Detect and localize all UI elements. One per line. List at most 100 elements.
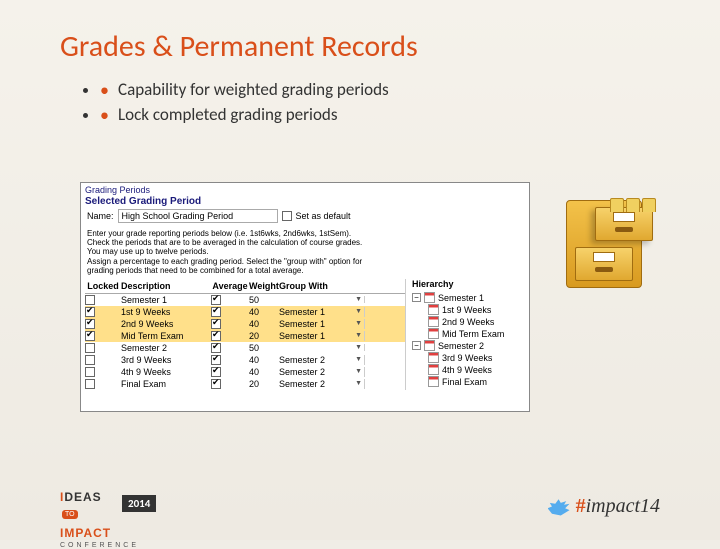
grading-periods-panel: Grading Periods Selected Grading Period …: [80, 182, 530, 412]
average-checkbox[interactable]: [211, 379, 221, 389]
weight-cell[interactable]: 20: [249, 331, 279, 341]
section-heading: Selected Grading Period: [81, 195, 529, 209]
average-checkbox[interactable]: [211, 355, 221, 365]
locked-checkbox[interactable]: [85, 295, 95, 305]
desc-cell[interactable]: 2nd 9 Weeks: [121, 319, 211, 329]
average-checkbox[interactable]: [211, 319, 221, 329]
tab-grading-periods[interactable]: Grading Periods: [81, 183, 529, 195]
instructions: Enter your grade reporting periods below…: [81, 227, 529, 279]
hierarchy-tree: Hierarchy − Semester 11st 9 Weeks2nd 9 We…: [405, 279, 525, 390]
desc-cell[interactable]: Semester 1: [121, 295, 211, 305]
tree-child[interactable]: Final Exam: [428, 376, 525, 388]
desc-cell[interactable]: Final Exam: [121, 379, 211, 389]
bullet-item: Capability for weighted grading periods: [100, 79, 660, 100]
set-default-label: Set as default: [296, 211, 351, 221]
chevron-down-icon: ▼: [355, 296, 362, 303]
periods-grid: Locked Description Average Weight Group …: [85, 279, 405, 390]
desc-cell[interactable]: 4th 9 Weeks: [121, 367, 211, 377]
desc-cell[interactable]: 3rd 9 Weeks: [121, 355, 211, 365]
weight-cell[interactable]: 40: [249, 307, 279, 317]
tree-child[interactable]: Mid Term Exam: [428, 328, 525, 340]
weight-cell[interactable]: 40: [249, 319, 279, 329]
file-cabinet-image: [554, 190, 654, 300]
table-row: 3rd 9 Weeks 40Semester 2▼: [85, 354, 405, 366]
tree-label: 4th 9 Weeks: [442, 365, 492, 375]
desc-cell[interactable]: 1st 9 Weeks: [121, 307, 211, 317]
col-average: Average: [211, 281, 249, 291]
average-checkbox[interactable]: [211, 295, 221, 305]
group-with-dropdown[interactable]: Semester 2▼: [279, 355, 365, 365]
calendar-icon: [424, 292, 435, 303]
group-with-dropdown[interactable]: ▼: [279, 344, 365, 351]
calendar-icon: [428, 364, 439, 375]
hashtag: #impact14: [548, 495, 660, 518]
table-row: Final Exam 20Semester 2▼: [85, 378, 405, 390]
calendar-icon: [424, 340, 435, 351]
group-with-dropdown[interactable]: Semester 2▼: [279, 367, 365, 377]
weight-cell[interactable]: 50: [249, 343, 279, 353]
period-name-input[interactable]: [118, 209, 278, 223]
table-row: Mid Term Exam 20Semester 1▼: [85, 330, 405, 342]
weight-cell[interactable]: 40: [249, 355, 279, 365]
weight-cell[interactable]: 20: [249, 379, 279, 389]
chevron-down-icon: ▼: [355, 368, 362, 375]
locked-checkbox[interactable]: [85, 379, 95, 389]
bullet-item: Lock completed grading periods: [100, 104, 660, 125]
instruction-line: grading periods that need to be combined…: [87, 266, 523, 275]
col-group-with: Group With: [279, 281, 369, 291]
col-weight: Weight: [249, 281, 279, 291]
col-locked: Locked: [85, 281, 121, 291]
tree-expander-icon[interactable]: −: [412, 293, 421, 302]
chevron-down-icon: ▼: [355, 344, 362, 351]
locked-checkbox[interactable]: [85, 355, 95, 365]
tree-child[interactable]: 1st 9 Weeks: [428, 304, 525, 316]
chevron-down-icon: ▼: [355, 320, 362, 327]
average-checkbox[interactable]: [211, 343, 221, 353]
desc-cell[interactable]: Semester 2: [121, 343, 211, 353]
weight-cell[interactable]: 50: [249, 295, 279, 305]
group-with-dropdown[interactable]: Semester 1▼: [279, 307, 365, 317]
locked-checkbox[interactable]: [85, 307, 95, 317]
locked-checkbox[interactable]: [85, 319, 95, 329]
average-checkbox[interactable]: [211, 307, 221, 317]
tree-label: Final Exam: [442, 377, 487, 387]
hierarchy-heading: Hierarchy: [412, 279, 525, 292]
locked-checkbox[interactable]: [85, 331, 95, 341]
table-row: Semester 2 50 ▼: [85, 342, 405, 354]
average-checkbox[interactable]: [211, 367, 221, 377]
conference-logo: IDEASTOIMPACT CONFERENCE 2014: [60, 488, 156, 518]
desc-cell[interactable]: Mid Term Exam: [121, 331, 211, 341]
tree-expander-icon[interactable]: −: [412, 341, 421, 350]
average-checkbox[interactable]: [211, 331, 221, 341]
locked-checkbox[interactable]: [85, 367, 95, 377]
instruction-line: Check the periods that are to be average…: [87, 238, 523, 247]
group-with-dropdown[interactable]: Semester 2▼: [279, 379, 365, 389]
tree-child[interactable]: 4th 9 Weeks: [428, 364, 525, 376]
set-default-checkbox[interactable]: [282, 211, 292, 221]
group-with-dropdown[interactable]: Semester 1▼: [279, 319, 365, 329]
instruction-line: Enter your grade reporting periods below…: [87, 229, 523, 238]
hashtag-text: impact14: [586, 495, 660, 517]
table-row: 2nd 9 Weeks 40Semester 1▼: [85, 318, 405, 330]
page-title: Grades & Permanent Records: [60, 28, 660, 65]
weight-cell[interactable]: 40: [249, 367, 279, 377]
chevron-down-icon: ▼: [355, 308, 362, 315]
tree-label: Semester 1: [438, 293, 484, 303]
group-with-dropdown[interactable]: ▼: [279, 296, 365, 303]
bullet-list: Capability for weighted grading periods …: [100, 79, 660, 125]
tree-label: Mid Term Exam: [442, 329, 504, 339]
twitter-icon: [548, 498, 570, 516]
group-with-dropdown[interactable]: Semester 1▼: [279, 331, 365, 341]
instruction-line: Assign a percentage to each grading peri…: [87, 257, 523, 266]
tree-child[interactable]: 3rd 9 Weeks: [428, 352, 525, 364]
locked-checkbox[interactable]: [85, 343, 95, 353]
tree-label: Semester 2: [438, 341, 484, 351]
cabinet-drawer-closed: [575, 247, 633, 281]
calendar-icon: [428, 328, 439, 339]
tree-parent[interactable]: − Semester 1: [412, 292, 525, 304]
name-label: Name:: [87, 211, 114, 221]
calendar-icon: [428, 304, 439, 315]
calendar-icon: [428, 376, 439, 387]
tree-parent[interactable]: − Semester 2: [412, 340, 525, 352]
tree-child[interactable]: 2nd 9 Weeks: [428, 316, 525, 328]
